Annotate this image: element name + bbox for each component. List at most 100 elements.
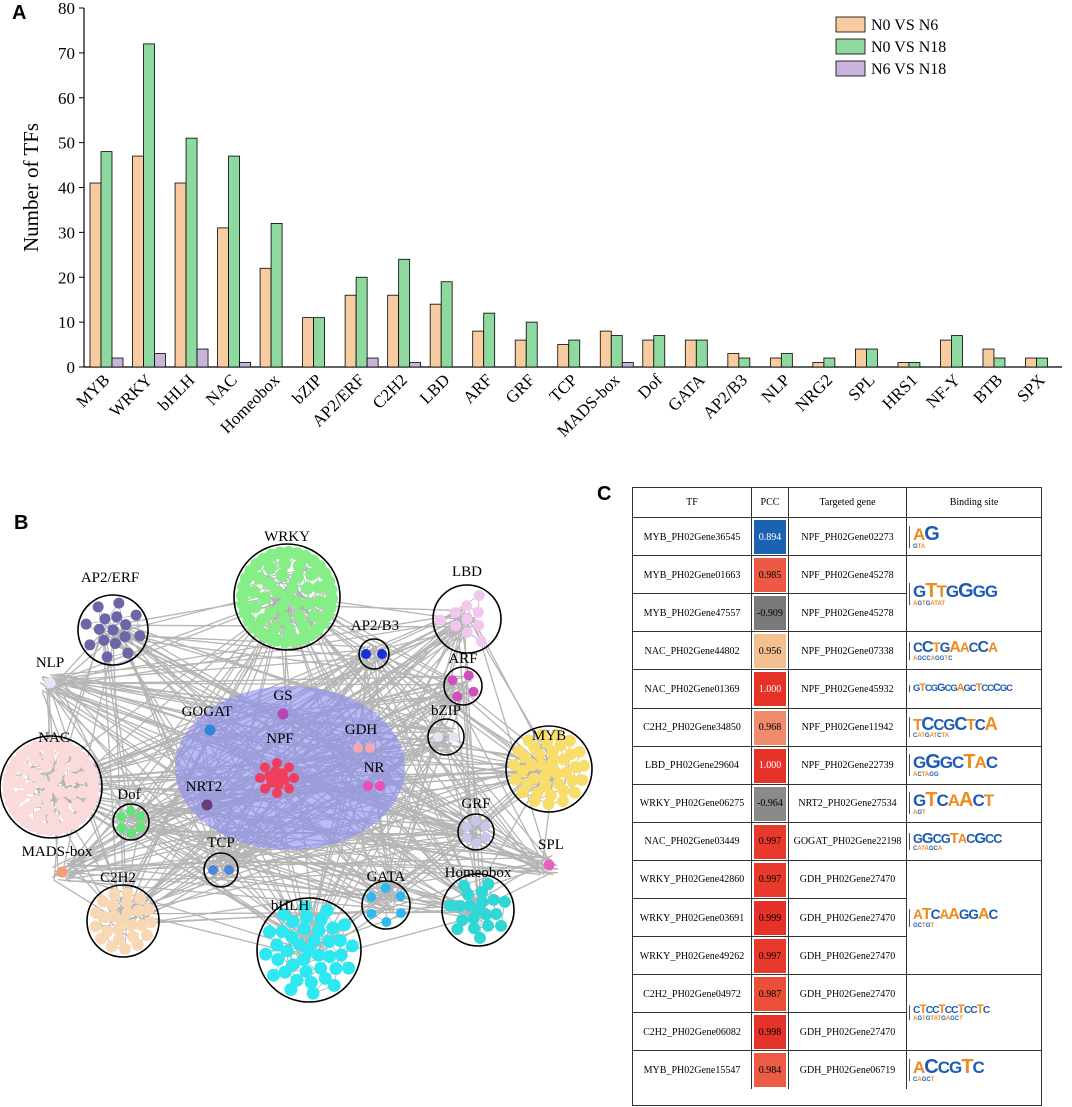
network-node [461, 626, 473, 638]
network-node [482, 877, 495, 890]
x-tick-label: NLP [758, 370, 794, 406]
node-label: NRT2 [186, 779, 223, 795]
bar [780, 353, 793, 368]
x-tick-label: WRKY [106, 370, 156, 420]
network-node [144, 916, 157, 929]
pcc-value: 1.000 [754, 748, 786, 783]
tf-cell: C2H2_PH02Gene34850 [633, 708, 752, 747]
network-node [353, 743, 363, 753]
motif-letter: C [924, 1055, 938, 1078]
network-node [377, 649, 387, 659]
node-label: GDH [345, 722, 378, 738]
network-node [290, 973, 304, 987]
network-node [471, 837, 482, 848]
table-row: WRKY_PH02Gene49262 0.997 GDH_PH02Gene27470 [633, 936, 1041, 976]
motif-letter: C [921, 713, 934, 734]
cluster-outline [0, 735, 103, 839]
network-node [93, 623, 105, 635]
motif-axis [909, 1058, 910, 1081]
bar [1025, 357, 1037, 368]
network-node [270, 633, 284, 647]
motif-letter: A [949, 638, 961, 656]
network-node [366, 908, 377, 919]
network-edge [67, 869, 540, 883]
binding-site-cell: GTTGGGG AGTGATAT [907, 555, 1041, 632]
motif-axis [909, 908, 910, 927]
motif-letter: G [913, 791, 926, 811]
network-node [468, 922, 481, 935]
network-node [248, 600, 262, 614]
network-node [381, 916, 392, 927]
motif-letter: G [945, 581, 959, 601]
motif-axis [909, 685, 910, 693]
motif-consensus: CTCCTCCTCCTC [913, 1003, 990, 1017]
target-gene-cell: GDH_PH02Gene06719 [789, 1051, 907, 1090]
motif-letter: G [950, 683, 957, 694]
network-node [125, 806, 136, 817]
network-node [34, 821, 48, 835]
network-node [108, 888, 121, 901]
network-node [301, 597, 315, 611]
network-edge [120, 624, 472, 628]
network-node [472, 606, 484, 618]
target-gene-cell: NRT2_PH02Gene27534 [789, 784, 907, 823]
target-gene-cell: GOGAT_PH02Gene22198 [789, 822, 907, 861]
network-node [284, 783, 295, 794]
target-gene-cell: NPF_PH02Gene11942 [789, 708, 907, 747]
network-node [297, 619, 311, 633]
motif-consensus: CCTGAACCA [913, 638, 998, 656]
pcc-cell: 0.968 [752, 708, 789, 747]
network-node [278, 557, 292, 571]
network-node [208, 865, 218, 875]
cluster-outline [256, 897, 362, 1003]
y-tick-label: 60 [58, 89, 75, 108]
legend-swatch [835, 16, 866, 33]
network-node [42, 748, 56, 762]
bar [684, 339, 697, 368]
network-edge [41, 677, 217, 879]
network-node [302, 943, 316, 957]
cluster-outline [441, 873, 515, 947]
table-row: MYB_PH02Gene01663 0.985 NPF_PH02Gene45278 [633, 555, 1041, 595]
motif-letter: G [943, 716, 955, 734]
network-node [307, 933, 321, 947]
motif-consensus: GTCGGCGAGCTCCCGC [913, 682, 1013, 695]
network-node [262, 925, 276, 939]
x-tick-label: GRF [502, 370, 539, 407]
network-node [135, 822, 146, 833]
network-node [263, 561, 277, 575]
motif-letter: C [966, 830, 975, 846]
network-node [101, 651, 113, 663]
motif-letter: C [933, 716, 944, 734]
motif-letter: C [963, 1005, 971, 1017]
network-node [277, 708, 289, 720]
motif-letter: A [956, 682, 965, 695]
table-row: WRKY_PH02Gene06275 -0.964 NRT2_PH02Gene275… [633, 783, 1041, 823]
motif-letter: G [968, 906, 979, 922]
bar [344, 294, 357, 368]
network-node [201, 799, 213, 811]
bar [940, 339, 952, 368]
network-node [480, 908, 493, 921]
motif-letter: T [975, 682, 983, 695]
cluster-edge [68, 748, 72, 794]
network-node [308, 609, 322, 623]
network-node [334, 948, 348, 962]
network-node [461, 613, 473, 625]
motif-letter: G [921, 829, 934, 847]
network-node [125, 919, 138, 932]
bar [366, 357, 379, 368]
network-node [395, 908, 406, 919]
network-node [480, 832, 491, 843]
y-axis-label: Number of TFs [19, 123, 43, 252]
cluster-label: LBD [452, 564, 482, 580]
pcc-value: 0.997 [754, 939, 786, 974]
network-node [314, 913, 328, 927]
bar [812, 362, 825, 368]
network-node [120, 896, 133, 909]
bar [429, 303, 442, 368]
node-label: NR [364, 760, 385, 776]
motif-letter: T [913, 716, 922, 734]
tf-cell: NAC_PH02Gene44802 [633, 632, 752, 671]
network-node [380, 883, 391, 894]
